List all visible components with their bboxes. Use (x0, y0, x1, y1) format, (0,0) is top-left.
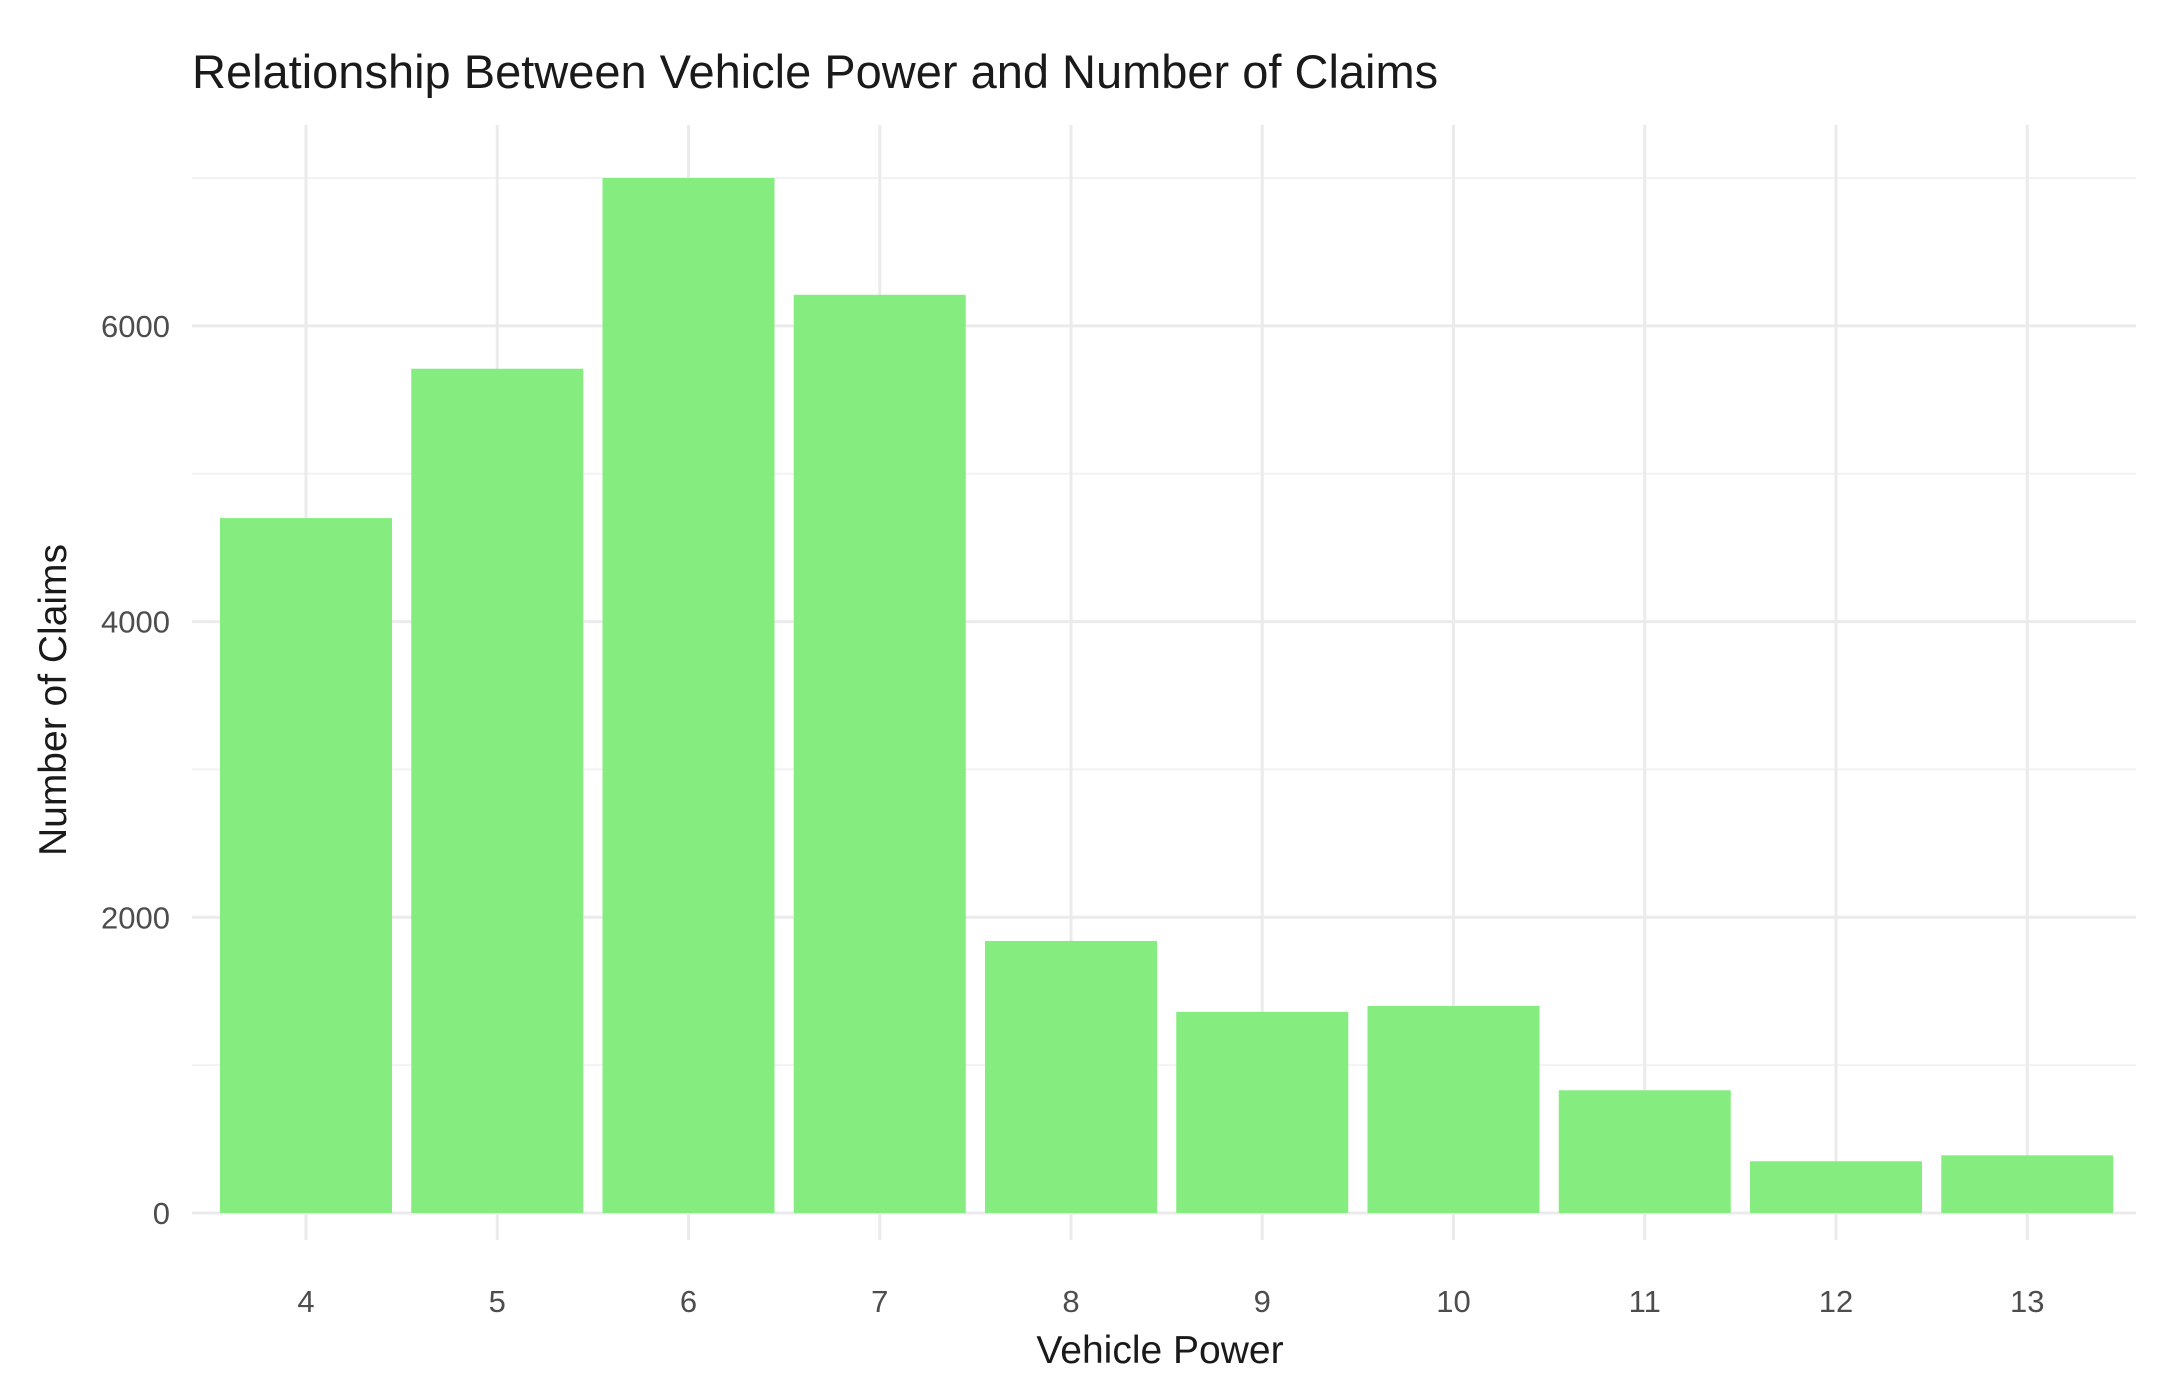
x-tick-label: 10 (1436, 1284, 1470, 1319)
bar-13 (1941, 1155, 2114, 1213)
y-tick-label: 6000 (101, 309, 170, 344)
x-tick-label: 11 (1629, 1284, 1661, 1319)
x-tick-label: 13 (2010, 1284, 2044, 1319)
x-tick-label: 6 (680, 1284, 697, 1319)
bar-8 (985, 940, 1157, 1213)
chart-title: Relationship Between Vehicle Power and N… (192, 45, 1438, 98)
x-tick-label: 5 (489, 1284, 506, 1319)
y-tick-label: 4000 (101, 605, 170, 640)
bar-5 (411, 368, 584, 1213)
x-tick-label: 12 (1819, 1284, 1853, 1319)
y-axis-ticks: 0 2000 4000 6000 (101, 309, 170, 1231)
bar-4 (220, 518, 392, 1213)
bar-10 (1367, 1006, 1540, 1213)
x-tick-label: 7 (871, 1284, 888, 1319)
y-tick-label: 2000 (101, 900, 170, 935)
bar-12 (1750, 1161, 1922, 1213)
bar-11 (1558, 1090, 1731, 1213)
x-axis-ticks: 4 5 6 7 8 9 10 11 12 13 (297, 1284, 2044, 1319)
x-tick-label: 9 (1254, 1284, 1271, 1319)
x-axis-title: Vehicle Power (1036, 1329, 1283, 1372)
x-tick-label: 8 (1062, 1284, 1079, 1319)
x-tick-label: 4 (297, 1284, 314, 1319)
bar-6 (602, 178, 775, 1213)
bar-7 (793, 294, 966, 1213)
y-axis-title: Number of Claims (32, 544, 75, 856)
bar-9 (1176, 1011, 1349, 1213)
y-tick-label: 0 (153, 1196, 170, 1231)
bars (220, 178, 2114, 1213)
